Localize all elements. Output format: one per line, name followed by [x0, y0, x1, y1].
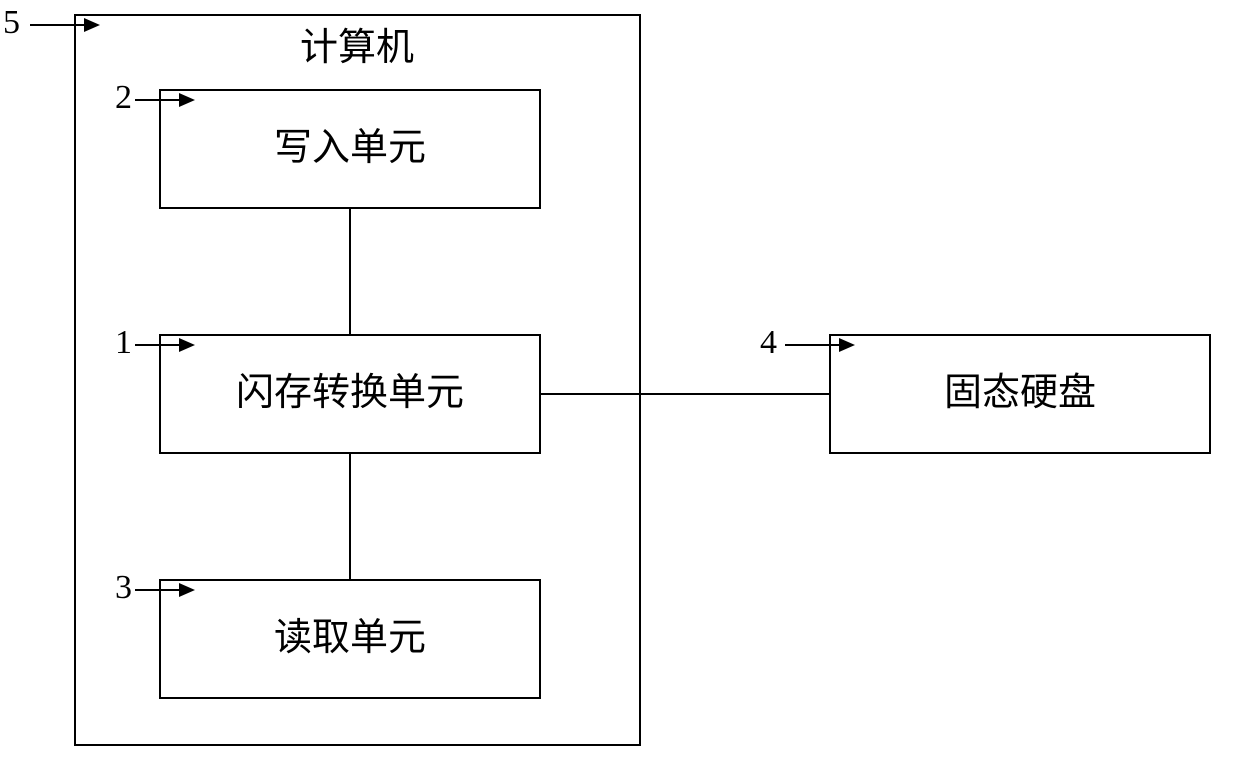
callout-num-1: 1	[115, 324, 132, 361]
ssd-label: 固态硬盘	[944, 372, 1096, 414]
computer-title: 计算机	[300, 27, 414, 69]
callout-arrow-4-head	[839, 338, 855, 352]
flash_unit-label: 闪存转换单元	[236, 372, 464, 414]
callout-num-3: 3	[115, 569, 132, 606]
write_unit-label: 写入单元	[274, 127, 426, 169]
callout-num-4: 4	[760, 324, 777, 361]
callout-num-5: 5	[3, 4, 20, 41]
callout-arrow-2-head	[179, 93, 195, 107]
callout-arrow-1-head	[179, 338, 195, 352]
read_unit-label: 读取单元	[274, 617, 426, 659]
callout-arrow-5-head	[84, 18, 100, 32]
callout-arrow-3-head	[179, 583, 195, 597]
callout-num-2: 2	[115, 79, 132, 116]
